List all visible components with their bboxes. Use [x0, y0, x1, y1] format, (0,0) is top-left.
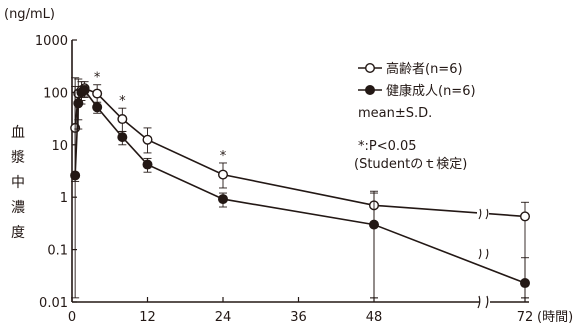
data-point — [142, 159, 153, 170]
axes: 1000 100 10 1 0.1 0.01 (ng/mL) 0 12 24 36 48 72 (時間) — [4, 7, 573, 325]
data-point — [92, 88, 103, 99]
significance-test: (Studentのｔ検定) — [354, 157, 467, 172]
legend-marker — [365, 63, 376, 74]
series-line — [74, 87, 526, 218]
x-axis-break-mark — [477, 295, 489, 309]
legend-note: mean±S.D. — [358, 106, 432, 121]
data-point — [79, 85, 90, 96]
data-point — [73, 98, 84, 109]
y-tick-label: 100 — [43, 86, 68, 101]
data-point — [142, 134, 153, 145]
significance-mark: * — [94, 71, 101, 86]
x-unit-label: (時間) — [537, 310, 573, 325]
y-label-char: 濃 — [11, 200, 25, 216]
y-tick-label: 0.1 — [47, 244, 68, 259]
series-break-mark — [478, 248, 489, 260]
data-point — [70, 170, 81, 181]
series-layer: * * * — [70, 71, 531, 299]
data-point — [217, 194, 228, 205]
significance-mark: * — [220, 149, 227, 164]
legend-entry: 高齢者(n=6) — [386, 61, 463, 77]
y-label-char: 中 — [11, 175, 25, 191]
series-1 — [70, 77, 531, 299]
significance-note: *:P<0.05 — [358, 139, 417, 154]
legend-entry: 健康成人(n=6) — [386, 83, 476, 99]
data-point — [117, 114, 128, 125]
y-label-char: 度 — [11, 225, 25, 241]
x-tick-label: 48 — [366, 310, 383, 325]
data-point — [217, 169, 228, 180]
series-line — [74, 89, 526, 284]
y-label-char: 漿 — [11, 150, 25, 166]
significance-mark: * — [119, 94, 126, 109]
y-unit-label: (ng/mL) — [4, 7, 55, 22]
y-tick-label: 0.01 — [39, 296, 68, 311]
data-point — [92, 102, 103, 113]
data-point — [520, 211, 531, 222]
x-tick-label: 72 — [517, 310, 534, 325]
data-point — [117, 132, 128, 143]
legend-marker — [365, 84, 376, 95]
y-tick-label: 10 — [51, 139, 68, 154]
x-tick-label: 12 — [139, 310, 156, 325]
series-break-mark — [478, 208, 489, 220]
data-point — [369, 219, 380, 230]
y-tick-label: 1 — [60, 191, 68, 206]
data-point — [520, 278, 531, 289]
y-label-char: 血 — [11, 125, 25, 141]
series-2 — [70, 85, 531, 299]
x-tick-label: 36 — [290, 310, 307, 325]
y-tick-label: 1000 — [35, 34, 68, 49]
x-tick-label: 24 — [215, 310, 232, 325]
legend: 高齢者(n=6) 健康成人(n=6) mean±S.D. *:P<0.05 (Stude… — [354, 61, 476, 172]
x-tick-label: 0 — [68, 310, 76, 325]
